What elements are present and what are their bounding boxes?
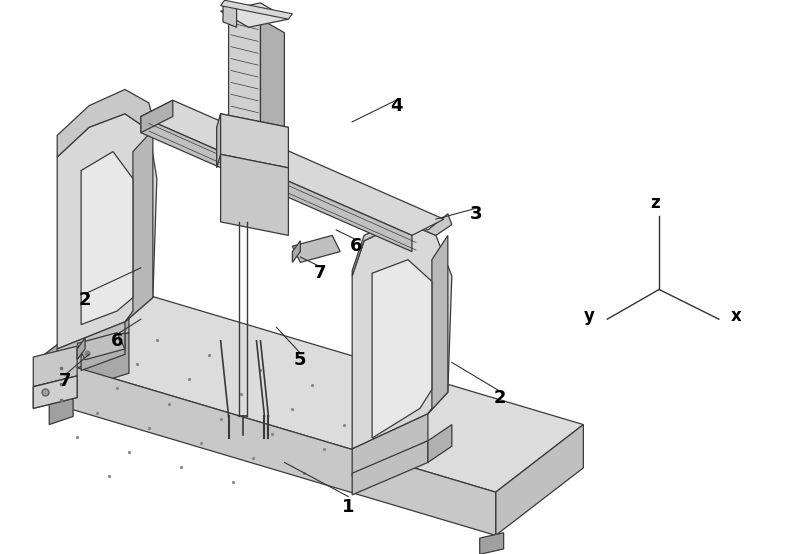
Polygon shape xyxy=(42,289,129,400)
Polygon shape xyxy=(34,376,77,408)
Text: x: x xyxy=(731,307,742,326)
Text: 6: 6 xyxy=(350,237,362,255)
Polygon shape xyxy=(352,214,452,276)
Polygon shape xyxy=(217,114,288,143)
Text: 2: 2 xyxy=(494,388,506,407)
Text: 7: 7 xyxy=(314,264,326,282)
Polygon shape xyxy=(229,6,261,135)
Polygon shape xyxy=(428,235,448,414)
Polygon shape xyxy=(125,130,153,322)
Polygon shape xyxy=(81,152,133,325)
Polygon shape xyxy=(141,100,173,133)
Polygon shape xyxy=(352,222,452,449)
Polygon shape xyxy=(141,116,412,252)
Polygon shape xyxy=(372,260,432,438)
Text: 7: 7 xyxy=(59,372,71,391)
Polygon shape xyxy=(217,114,221,168)
Polygon shape xyxy=(57,89,153,157)
Polygon shape xyxy=(34,346,77,387)
Polygon shape xyxy=(480,533,504,554)
Polygon shape xyxy=(292,235,340,263)
Text: 6: 6 xyxy=(110,332,123,350)
Polygon shape xyxy=(223,3,237,27)
Text: 4: 4 xyxy=(390,96,402,115)
Polygon shape xyxy=(77,338,85,360)
Polygon shape xyxy=(428,424,452,463)
Polygon shape xyxy=(261,19,285,149)
Polygon shape xyxy=(57,322,125,376)
Polygon shape xyxy=(221,155,288,235)
Polygon shape xyxy=(352,441,428,495)
Polygon shape xyxy=(141,100,444,235)
Text: y: y xyxy=(584,307,595,326)
Polygon shape xyxy=(81,333,125,371)
Polygon shape xyxy=(42,289,583,492)
Polygon shape xyxy=(221,0,292,19)
Polygon shape xyxy=(352,414,428,476)
Polygon shape xyxy=(77,333,125,360)
Polygon shape xyxy=(221,114,288,168)
Polygon shape xyxy=(496,424,583,535)
Text: 2: 2 xyxy=(79,291,91,309)
Polygon shape xyxy=(221,3,288,27)
Polygon shape xyxy=(42,333,129,400)
Polygon shape xyxy=(50,395,73,424)
Text: 1: 1 xyxy=(342,498,354,516)
Text: 5: 5 xyxy=(294,351,306,369)
Polygon shape xyxy=(57,114,157,349)
Polygon shape xyxy=(42,357,496,535)
Polygon shape xyxy=(292,241,300,263)
Polygon shape xyxy=(34,376,77,408)
Text: z: z xyxy=(650,194,660,212)
Text: 3: 3 xyxy=(470,205,482,223)
